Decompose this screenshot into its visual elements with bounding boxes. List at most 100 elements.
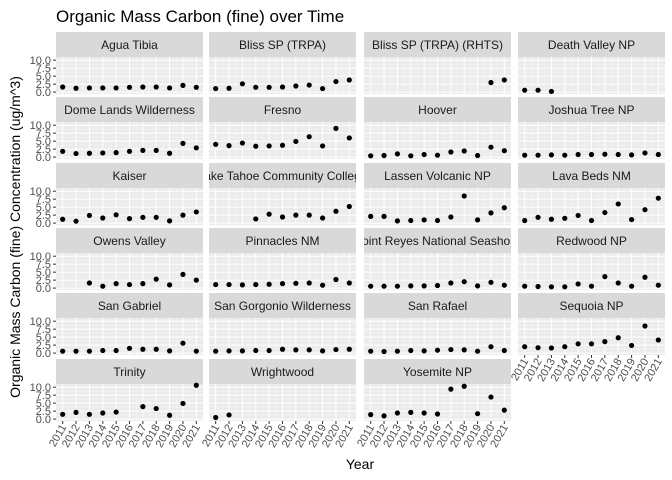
- data-point: [113, 85, 119, 91]
- facet-label: Sequoia NP: [559, 299, 623, 313]
- data-point: [461, 279, 467, 285]
- facet-strip: [209, 359, 356, 384]
- data-point: [153, 147, 159, 153]
- facet-trinity: Trinity0.02.55.07.510.020112012201320142…: [30, 359, 203, 450]
- data-point: [368, 213, 374, 219]
- facet-strip: [518, 163, 665, 188]
- data-point: [73, 409, 79, 415]
- facet-strip: [209, 163, 356, 188]
- y-tick-label: 0.0: [36, 348, 51, 360]
- facet-fresno: Fresno: [209, 97, 356, 159]
- data-point: [434, 347, 441, 353]
- data-point: [239, 282, 246, 288]
- data-point: [100, 283, 106, 289]
- data-point: [434, 411, 441, 417]
- data-point: [461, 347, 467, 353]
- data-point: [319, 282, 326, 288]
- data-point: [602, 209, 608, 216]
- y-tick-label: 7.5: [36, 194, 51, 206]
- data-point: [166, 412, 173, 418]
- data-point: [488, 210, 494, 216]
- data-point: [434, 152, 441, 158]
- data-point: [113, 347, 119, 354]
- facet-label: Wrightwood: [251, 365, 314, 379]
- data-point: [394, 151, 401, 157]
- data-point: [180, 400, 186, 407]
- data-point: [522, 217, 528, 224]
- data-point: [140, 214, 146, 220]
- data-point: [226, 348, 232, 354]
- y-tick-label: 2.5: [36, 406, 51, 418]
- data-point: [113, 409, 119, 415]
- facet-label: Owens Valley: [93, 234, 165, 248]
- data-point: [193, 348, 199, 354]
- data-point: [333, 346, 339, 353]
- data-point: [575, 281, 581, 287]
- data-point: [266, 143, 272, 149]
- y-tick-label: 7.5: [36, 63, 51, 75]
- data-point: [474, 152, 481, 159]
- data-point: [333, 125, 339, 131]
- data-point: [86, 150, 93, 156]
- data-point: [153, 276, 159, 282]
- data-point: [180, 271, 186, 277]
- data-point: [306, 212, 312, 218]
- facet-strip: [209, 97, 356, 122]
- data-point: [628, 342, 635, 349]
- data-point: [562, 215, 568, 221]
- data-point: [140, 346, 146, 352]
- data-point: [501, 77, 507, 83]
- y-tick-label: 5.0: [36, 71, 51, 83]
- data-point: [615, 201, 621, 207]
- data-point: [226, 143, 232, 149]
- data-point: [100, 85, 106, 91]
- facet-point-reyes-national-seashore: Point Reyes National Seashore: [364, 228, 511, 290]
- data-point: [193, 277, 199, 283]
- data-point: [333, 276, 339, 283]
- data-point: [381, 413, 387, 419]
- data-point: [306, 134, 312, 140]
- data-point: [306, 82, 312, 88]
- y-tick-label: 5.0: [36, 267, 51, 279]
- y-tick-label: 2.5: [36, 275, 51, 287]
- y-tick-label: 5.0: [36, 136, 51, 148]
- facet-strip: [364, 293, 511, 318]
- data-point: [575, 151, 581, 158]
- data-point: [213, 414, 219, 421]
- data-point: [140, 281, 146, 287]
- facet-wrightwood: Wrightwood201120122013201420152016201720…: [200, 359, 356, 450]
- data-point: [166, 218, 173, 224]
- y-tick-label: 0.0: [36, 218, 51, 230]
- facet-label: Death Valley NP: [548, 38, 635, 52]
- data-point: [333, 78, 339, 85]
- facet-joshua-tree-np: Joshua Tree NP: [518, 97, 665, 159]
- data-point: [368, 153, 374, 159]
- data-point: [588, 151, 595, 158]
- facet-label: San Gabriel: [98, 299, 161, 313]
- data-point: [166, 348, 173, 354]
- y-tick-label: 7.5: [36, 390, 51, 402]
- data-point: [642, 150, 648, 156]
- y-tick-label: 5.0: [36, 332, 51, 344]
- data-point: [368, 283, 374, 289]
- data-point: [642, 207, 648, 213]
- data-point: [548, 152, 555, 158]
- data-point: [474, 217, 481, 223]
- data-point: [461, 148, 467, 154]
- data-point: [394, 283, 401, 289]
- data-point: [319, 143, 326, 149]
- data-point: [253, 281, 259, 288]
- data-point: [535, 152, 541, 158]
- facet-strip: [518, 32, 665, 57]
- data-point: [588, 283, 595, 289]
- data-point: [381, 152, 387, 159]
- facet-strip: [209, 32, 356, 57]
- facet-label: Kaiser: [112, 169, 146, 183]
- data-point: [346, 77, 352, 83]
- data-point: [474, 348, 481, 354]
- y-tick-label: 2.5: [36, 340, 51, 352]
- facet-sequoia-np: Sequoia NP201120122013201420152016201720…: [509, 293, 665, 384]
- data-point: [408, 347, 414, 354]
- facet-strip: [56, 228, 203, 253]
